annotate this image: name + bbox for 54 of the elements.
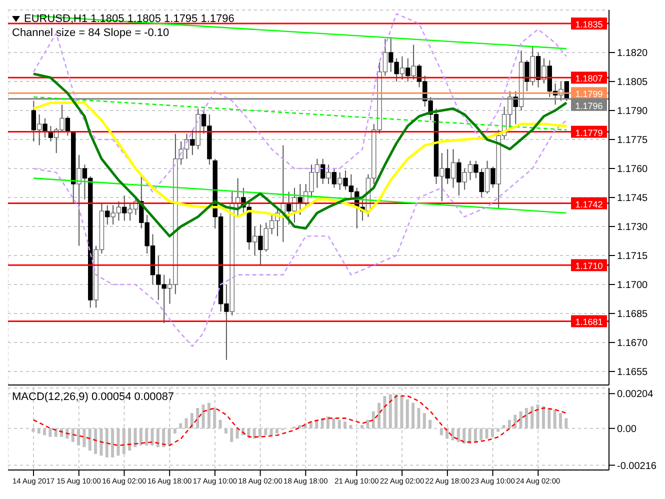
line-series — [32, 102, 568, 218]
ref-line-label: 1.1799 — [575, 89, 603, 100]
y-tick-label: 1.1820 — [617, 48, 648, 60]
candlestick — [190, 129, 195, 156]
candlestick — [326, 164, 331, 184]
candlestick — [490, 166, 496, 188]
candlestick — [536, 52, 541, 88]
candlestick — [105, 204, 110, 226]
y-tick-label: 1.1760 — [617, 164, 648, 176]
candlestick — [484, 160, 490, 194]
line-series — [32, 120, 568, 347]
candlestick — [400, 56, 405, 80]
y-tick-label: 1.1775 — [617, 135, 648, 146]
y-tick-label: 0.00204 — [617, 389, 654, 400]
y-tick-label: -0.00216 — [617, 460, 657, 472]
ref-line-label: 1.1779 — [575, 128, 603, 138]
candlestick — [524, 60, 530, 92]
candlestick — [320, 158, 326, 184]
candlestick — [332, 168, 337, 188]
candlestick — [411, 44, 416, 80]
candlestick — [37, 114, 42, 146]
y-tick-label: 1.1685 — [617, 309, 648, 320]
candlestick — [440, 152, 444, 202]
y-tick-label: 0.00 — [617, 424, 637, 435]
ref-line-label: 1.1742 — [575, 199, 603, 210]
candlestick — [450, 148, 456, 188]
ref-line-label: 1.1835 — [575, 20, 603, 30]
candlestick — [31, 100, 36, 142]
y-tick-label: 1.1805 — [617, 77, 648, 88]
y-tick-label: 1.1700 — [617, 280, 648, 292]
y-tick-label: 1.1655 — [617, 367, 648, 378]
candlestick — [42, 118, 48, 138]
line-series — [32, 72, 568, 238]
candlestick — [122, 195, 127, 222]
ref-line-label: 1.1681 — [575, 317, 603, 328]
candlestick — [258, 224, 263, 266]
candlestick — [445, 148, 450, 184]
y-tick-label: 1.1715 — [617, 251, 648, 262]
y-tick-label: 1.1790 — [617, 106, 648, 118]
annotation: Channel size = 84 Slope = -0.10 — [12, 26, 170, 40]
candlestick — [76, 154, 82, 246]
chart-title: MACD(12,26,9) 0.00054 0.00087 — [12, 390, 174, 404]
candlestick — [252, 226, 258, 256]
candlestick — [542, 58, 546, 84]
y-tick-label: 1.1745 — [617, 193, 648, 204]
y-tick-label: 1.1730 — [617, 222, 648, 234]
ref-line-label: 1.1710 — [575, 261, 603, 272]
candlestick — [406, 58, 410, 82]
ref-line-label: 1.1807 — [575, 74, 603, 84]
ref-line-label: 1.1796 — [575, 100, 603, 111]
candlestick — [338, 172, 342, 190]
candlestick — [456, 158, 462, 196]
candlestick — [292, 187, 297, 224]
y-tick-label: 1.1670 — [617, 338, 648, 350]
